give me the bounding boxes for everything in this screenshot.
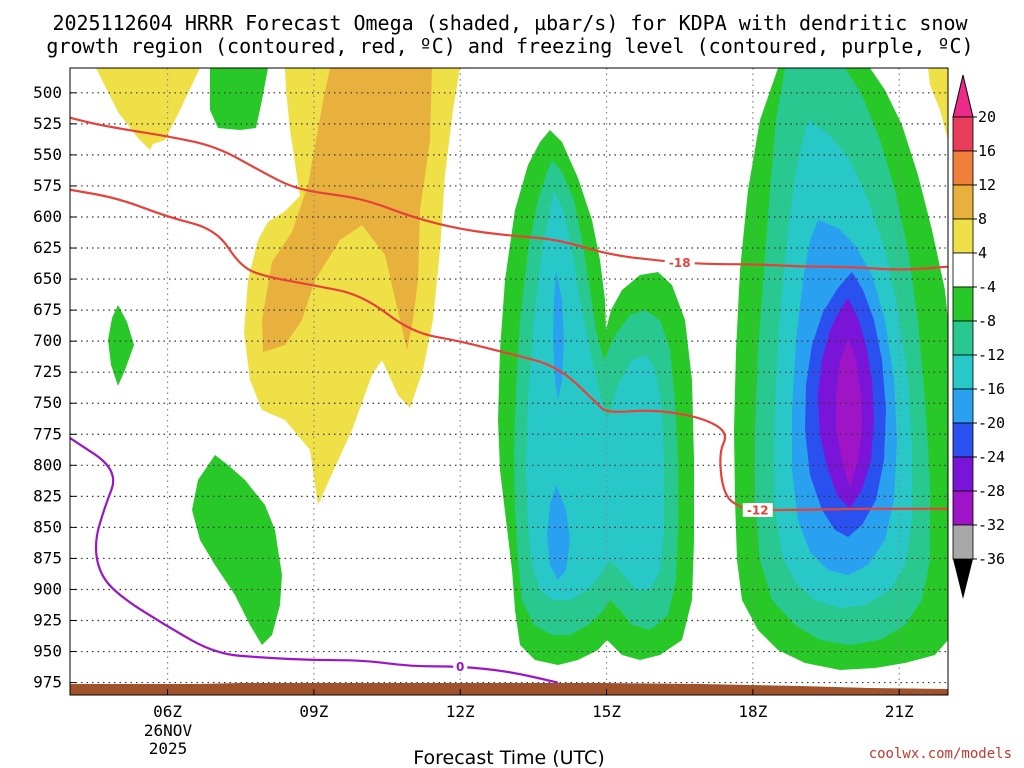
x-tick-label: 06Z — [153, 702, 182, 721]
chart-title-line-2: growth region (contoured, red, ºC) and f… — [46, 34, 973, 58]
contour-label-dendritic-12: -12 — [747, 504, 769, 518]
colorbar-label: -4 — [978, 278, 996, 296]
colorbar-label: -8 — [978, 312, 996, 330]
colorbar-segment — [952, 252, 974, 288]
y-tick-label: 525 — [33, 114, 62, 133]
x-tick-label: 21Z — [885, 702, 914, 721]
colorbar-segment — [952, 490, 974, 526]
colorbar-segment — [952, 218, 974, 254]
x-axis-title: Forecast Time (UTC) — [413, 747, 604, 768]
y-tick-label: 825 — [33, 486, 62, 505]
y-tick-label: 875 — [33, 548, 62, 567]
colorbar-segment — [952, 150, 974, 186]
y-tick-label: 800 — [33, 455, 62, 474]
plot-border — [69, 67, 949, 696]
colorbar-segment — [952, 388, 974, 424]
y-tick-label: 675 — [33, 300, 62, 319]
credit-text: coolwx.com/models — [869, 746, 1012, 762]
y-tick-label: 575 — [33, 176, 62, 195]
colorbar-label: -28 — [978, 482, 1005, 500]
y-axis: 500 525 550 575 600 625 650 675 700 725 750 775 800 8… — [33, 83, 76, 692]
colorbar-label: -20 — [978, 414, 1005, 432]
omega-region-neg16-central-bottom — [547, 485, 570, 580]
colorbar-top-arrow — [952, 74, 974, 118]
colorbar-label: 8 — [978, 210, 987, 228]
y-tick-label: 775 — [33, 424, 62, 443]
contour-line-freezing-level — [70, 437, 559, 684]
contour-labels: -18 -12 0 — [453, 255, 773, 674]
colorbar-label: 20 — [978, 108, 996, 126]
contour-label-freezing-level: 0 — [456, 660, 464, 674]
colorbar-label: 16 — [978, 142, 996, 160]
x-date-label-day: 26NOV — [144, 721, 193, 740]
chart-title-line-1: 2025112604 HRRR Forecast Omega (shaded, … — [52, 11, 968, 35]
omega-region-4-to-8-top-left-b — [140, 68, 200, 145]
y-tick-label: 550 — [33, 145, 62, 164]
y-tick-label: 925 — [33, 611, 62, 630]
y-tick-label: 725 — [33, 362, 62, 381]
y-tick-label: 625 — [33, 238, 62, 257]
colorbar-segment — [952, 286, 974, 322]
colorbar-bottom-arrow — [953, 559, 973, 599]
contour-line-dendritic-18 — [70, 116, 948, 271]
x-tick-label: 18Z — [738, 702, 767, 721]
colorbar-label: -12 — [978, 346, 1005, 364]
y-tick-label: 700 — [33, 331, 62, 350]
omega-region-neg4-blob-lower — [192, 455, 282, 645]
y-tick-label: 950 — [33, 642, 62, 661]
colorbar-segment — [952, 456, 974, 492]
y-tick-label: 500 — [33, 83, 62, 102]
omega-region-4-to-8-top-right — [928, 68, 948, 140]
colorbar-segment — [952, 524, 974, 560]
omega-shading — [96, 68, 948, 670]
colorbar-segment — [952, 320, 974, 356]
contour-label-dendritic-18: -18 — [669, 256, 691, 270]
colorbar: 20 16 12 8 4 -4 -8 -12 -16 -20 -24 -28 -32 -36 — [952, 74, 1005, 599]
y-tick-label: 850 — [33, 517, 62, 536]
x-tick-label: 12Z — [446, 702, 475, 721]
omega-region-neg28-right — [836, 338, 862, 488]
colorbar-segment — [952, 422, 974, 458]
colorbar-segment — [952, 184, 974, 220]
colorbar-segment — [952, 354, 974, 390]
colorbar-segment — [952, 116, 974, 152]
omega-region-neg4-blob-top — [210, 68, 268, 130]
colorbar-label: -24 — [978, 448, 1005, 466]
colorbar-label: 12 — [978, 176, 996, 194]
colorbar-label: -16 — [978, 380, 1005, 398]
x-tick-label: 15Z — [592, 702, 621, 721]
x-date-label-year: 2025 — [149, 739, 188, 758]
omega-region-neg12-lobe-highlight — [644, 420, 658, 520]
colorbar-label: 4 — [978, 244, 987, 262]
gridlines — [70, 68, 948, 695]
y-tick-label: 975 — [33, 673, 62, 692]
x-tick-label: 09Z — [299, 702, 328, 721]
colorbar-label: -36 — [978, 550, 1005, 568]
y-tick-label: 600 — [33, 207, 62, 226]
colorbar-label: -32 — [978, 516, 1005, 534]
omega-region-neg4-blob-left — [108, 305, 134, 386]
y-tick-label: 900 — [33, 579, 62, 598]
x-axis: 06Z 09Z 12Z 15Z 18Z 21Z — [153, 689, 914, 721]
contour-label-bg — [742, 503, 773, 518]
omega-region-8-to-12 — [262, 68, 432, 352]
contour-label-bg — [453, 659, 468, 674]
terrain-surface — [70, 683, 948, 695]
y-tick-label: 650 — [33, 269, 62, 288]
contour-label-bg — [664, 255, 695, 270]
y-tick-label: 750 — [33, 393, 62, 412]
